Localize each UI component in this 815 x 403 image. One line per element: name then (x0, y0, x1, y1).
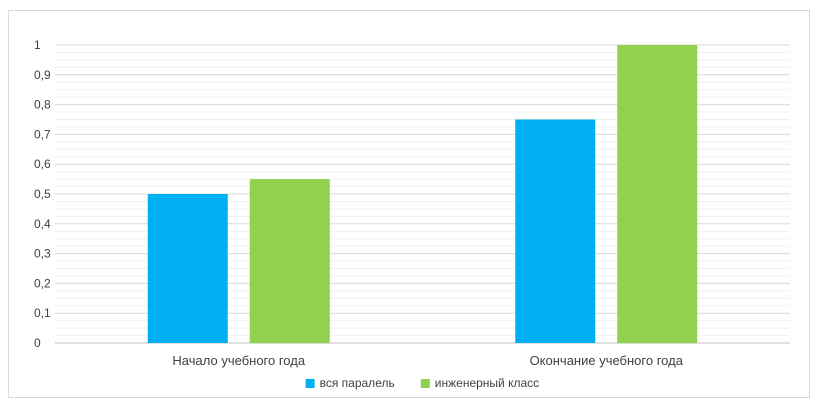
y-tick-label: 0,2 (34, 276, 51, 290)
legend-swatch (305, 379, 315, 388)
legend-swatch (420, 379, 430, 388)
bar (515, 119, 596, 343)
y-tick-label: 0,5 (34, 187, 51, 201)
y-tick-label: 0,3 (34, 247, 51, 261)
y-tick-label: 0,8 (34, 98, 51, 112)
y-tick-label: 0,9 (34, 68, 51, 82)
bar (249, 179, 330, 343)
y-tick-label: 0 (34, 336, 41, 350)
bar (617, 45, 698, 343)
category-label: Окончание учебного года (530, 353, 684, 368)
y-tick-label: 0,4 (34, 217, 51, 231)
legend-label: инженерный класс (435, 376, 539, 390)
legend-label: вся паралель (320, 376, 395, 390)
y-tick-label: 0,7 (34, 127, 51, 141)
y-tick-label: 1 (34, 38, 41, 52)
y-tick-label: 0,6 (34, 157, 51, 171)
y-tick-label: 0,1 (34, 306, 51, 320)
bar (147, 194, 228, 343)
category-label: Начало учебного года (172, 353, 305, 368)
